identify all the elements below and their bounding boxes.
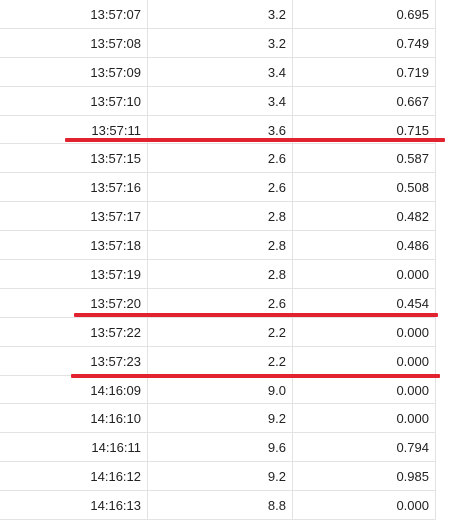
time-cell: 13:57:10 <box>0 86 148 116</box>
value-cell: 9.2 <box>148 404 293 434</box>
trailing-cell <box>436 173 449 202</box>
table-row[interactable]: 13:57:22 2.2 0.000 <box>0 317 449 347</box>
time-cell: 13:57:16 <box>0 173 148 203</box>
time-cell: 13:57:19 <box>0 260 148 289</box>
table-row[interactable]: 14:16:12 9.2 0.985 <box>0 462 449 492</box>
trailing-cell <box>436 491 449 520</box>
red-separator-line <box>65 138 445 142</box>
ratio-cell: 0.000 <box>293 404 436 434</box>
value-cell: 2.8 <box>148 231 293 261</box>
table-row[interactable]: 13:57:20 2.6 0.454 <box>0 288 449 318</box>
ratio-cell: 0.667 <box>293 86 436 116</box>
value-cell: 3.4 <box>148 57 293 87</box>
time-cell: 14:16:12 <box>0 462 148 492</box>
value-cell: 2.6 <box>148 288 293 318</box>
value-cell: 3.6 <box>148 115 293 145</box>
ratio-cell: 0.695 <box>293 0 436 29</box>
trailing-cell <box>436 0 449 29</box>
value-cell: 3.2 <box>148 28 293 58</box>
time-cell: 14:16:11 <box>0 433 148 463</box>
value-cell: 9.6 <box>148 433 293 463</box>
table-row[interactable]: 13:57:15 2.6 0.587 <box>0 144 449 174</box>
trailing-cell <box>436 404 449 433</box>
ratio-cell: 0.482 <box>293 202 436 232</box>
ratio-cell: 0.749 <box>293 28 436 58</box>
value-cell: 8.8 <box>148 491 293 520</box>
table-row[interactable]: 13:57:07 3.2 0.695 <box>0 0 449 29</box>
ratio-cell: 0.000 <box>293 317 436 347</box>
table-row[interactable]: 13:57:19 2.8 0.000 <box>0 260 449 289</box>
trailing-cell <box>436 462 449 491</box>
table-row[interactable]: 13:57:17 2.8 0.482 <box>0 202 449 232</box>
time-cell: 13:57:22 <box>0 317 148 347</box>
trailing-cell <box>436 58 449 87</box>
ratio-cell: 0.486 <box>293 231 436 261</box>
time-cell: 13:57:09 <box>0 57 148 87</box>
trailing-cell <box>436 260 449 289</box>
value-cell: 9.0 <box>148 375 293 405</box>
trailing-cell <box>436 347 449 376</box>
time-cell: 13:57:11 <box>0 115 148 145</box>
time-cell: 13:57:07 <box>0 0 148 29</box>
ratio-cell: 0.715 <box>293 115 436 145</box>
time-cell: 13:57:20 <box>0 288 148 318</box>
time-cell: 13:57:08 <box>0 28 148 58</box>
table-row[interactable]: 14:16:10 9.2 0.000 <box>0 404 449 434</box>
time-cell: 14:16:09 <box>0 375 148 405</box>
ratio-cell: 0.794 <box>293 433 436 463</box>
time-cell: 14:16:13 <box>0 491 148 520</box>
value-cell: 2.2 <box>148 317 293 347</box>
table-row[interactable]: 13:57:11 3.6 0.715 <box>0 115 449 145</box>
value-cell: 3.2 <box>148 0 293 29</box>
time-cell: 14:16:10 <box>0 404 148 434</box>
table-row[interactable]: 14:16:13 8.8 0.000 <box>0 491 449 520</box>
value-cell: 9.2 <box>148 462 293 492</box>
table-row[interactable]: 13:57:09 3.4 0.719 <box>0 57 449 87</box>
table-row[interactable]: 14:16:11 9.6 0.794 <box>0 433 449 463</box>
trailing-cell <box>436 144 449 173</box>
time-cell: 13:57:17 <box>0 202 148 232</box>
ratio-cell: 0.000 <box>293 260 436 289</box>
time-cell: 13:57:15 <box>0 144 148 174</box>
ratio-cell: 0.719 <box>293 57 436 87</box>
value-cell: 2.6 <box>148 144 293 174</box>
table-row[interactable]: 13:57:23 2.2 0.000 <box>0 346 449 376</box>
trailing-cell <box>436 231 449 260</box>
time-cell: 13:57:23 <box>0 346 148 376</box>
ratio-cell: 0.508 <box>293 173 436 203</box>
table-row[interactable]: 13:57:18 2.8 0.486 <box>0 231 449 261</box>
red-separator-line <box>74 313 438 317</box>
trailing-cell <box>436 87 449 116</box>
ratio-cell: 0.985 <box>293 462 436 492</box>
ratio-cell: 0.000 <box>293 346 436 376</box>
trailing-cell <box>436 318 449 347</box>
ratio-cell: 0.000 <box>293 375 436 405</box>
table-row[interactable]: 13:57:10 3.4 0.667 <box>0 86 449 116</box>
value-cell: 2.8 <box>148 260 293 289</box>
ratio-cell: 0.454 <box>293 288 436 318</box>
trailing-cell <box>436 376 449 405</box>
value-cell: 2.8 <box>148 202 293 232</box>
ratio-cell: 0.000 <box>293 491 436 520</box>
table-row[interactable]: 13:57:08 3.2 0.749 <box>0 28 449 58</box>
value-cell: 2.6 <box>148 173 293 203</box>
trailing-cell <box>436 29 449 58</box>
trailing-cell <box>436 433 449 462</box>
red-separator-line <box>71 374 440 378</box>
value-cell: 2.2 <box>148 346 293 376</box>
value-cell: 3.4 <box>148 86 293 116</box>
time-cell: 13:57:18 <box>0 231 148 261</box>
trailing-cell <box>436 202 449 231</box>
ratio-cell: 0.587 <box>293 144 436 174</box>
table-row[interactable]: 14:16:09 9.0 0.000 <box>0 375 449 405</box>
table-row[interactable]: 13:57:16 2.6 0.508 <box>0 173 449 203</box>
